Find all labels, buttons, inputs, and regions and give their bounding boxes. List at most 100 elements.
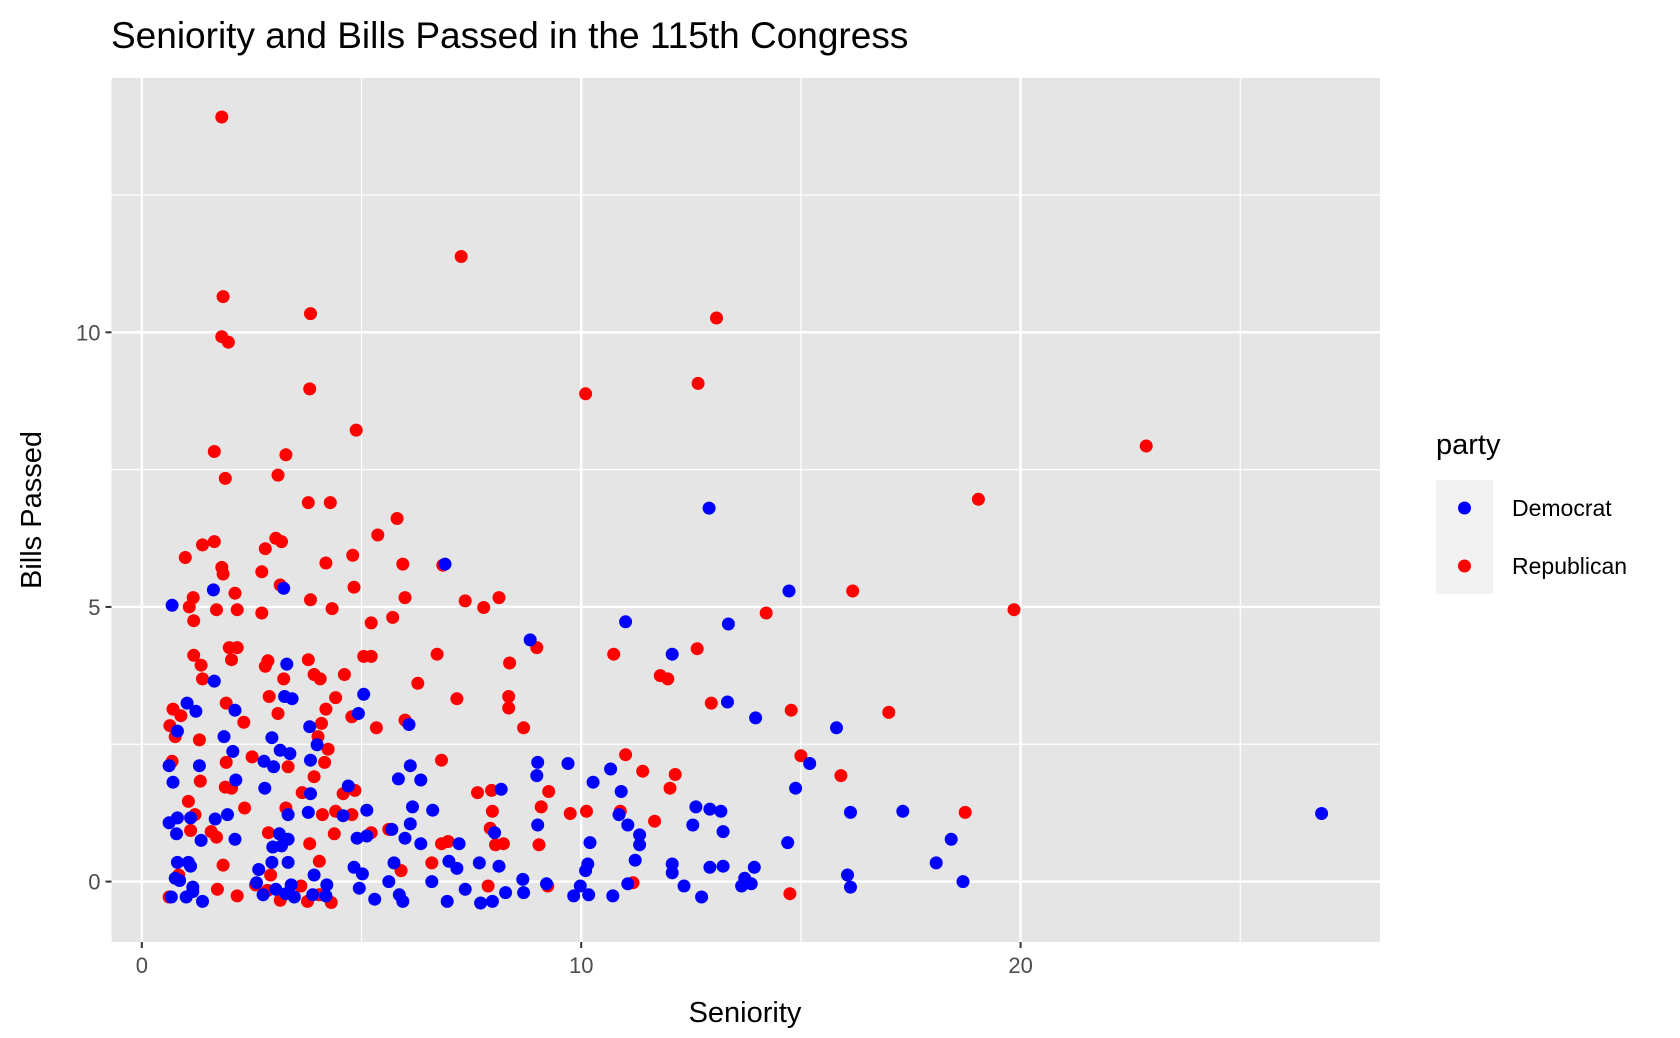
plot-panel (111, 78, 1380, 942)
point-republican (238, 801, 252, 815)
point-republican (319, 702, 333, 716)
point-democrat (403, 759, 417, 773)
x-tick-label: 0 (136, 953, 148, 978)
point-republican (313, 672, 327, 686)
point-republican (477, 601, 491, 614)
point-republican (192, 733, 206, 747)
point-democrat (689, 800, 703, 814)
point-democrat (265, 731, 279, 745)
point-republican (783, 887, 797, 901)
legend-label-republican: Republican (1512, 553, 1627, 579)
point-democrat (844, 880, 857, 894)
point-democrat (387, 856, 401, 870)
point-republican (441, 835, 455, 848)
point-democrat (269, 882, 283, 896)
point-republican (759, 606, 773, 620)
point-republican (301, 496, 315, 510)
point-republican (255, 565, 269, 579)
point-democrat (357, 687, 371, 701)
point-republican (846, 584, 860, 598)
point-democrat (494, 782, 508, 796)
point-democrat (1315, 807, 1329, 820)
point-democrat (583, 836, 597, 850)
point-democrat (184, 859, 198, 873)
point-democrat (217, 730, 231, 744)
point-republican (503, 656, 517, 670)
point-democrat (561, 757, 575, 770)
point-democrat (229, 773, 243, 787)
point-republican (668, 768, 682, 781)
point-republican (304, 307, 317, 321)
point-democrat (166, 775, 180, 789)
point-republican (225, 653, 238, 667)
point-democrat (695, 890, 709, 904)
point-democrat (382, 875, 396, 889)
point-republican (619, 748, 633, 762)
point-republican (182, 600, 196, 614)
point-republican (207, 445, 221, 458)
point-democrat (164, 890, 178, 904)
point-republican (321, 742, 335, 756)
point-democrat (579, 864, 593, 878)
point-republican (187, 614, 201, 628)
point-republican (369, 721, 383, 735)
point-republican (303, 382, 317, 396)
point-democrat (492, 859, 506, 873)
point-democrat (280, 657, 294, 671)
point-democrat (301, 805, 315, 819)
point-democrat (844, 805, 857, 819)
point-democrat (277, 581, 291, 595)
point-republican (245, 750, 259, 764)
point-republican (458, 594, 472, 608)
point-democrat (250, 876, 263, 890)
point-democrat (944, 832, 958, 846)
point-democrat (265, 855, 279, 869)
point-democrat (621, 818, 635, 832)
point-democrat (184, 811, 198, 825)
point-democrat (573, 879, 587, 893)
point-democrat (304, 787, 317, 801)
point-republican (196, 672, 209, 686)
point-republican (174, 709, 188, 723)
point-republican (454, 250, 468, 263)
point-republican (271, 468, 285, 482)
point-republican (327, 827, 341, 841)
point-republican (364, 649, 378, 663)
point-democrat (194, 833, 208, 847)
point-republican (580, 804, 593, 818)
point-democrat (391, 772, 405, 786)
point-republican (218, 780, 232, 794)
point-republican (396, 557, 410, 571)
point-democrat (267, 760, 281, 774)
point-republican (178, 551, 192, 564)
point-democrat (221, 808, 234, 822)
point-republican (532, 838, 546, 852)
point-republican (636, 764, 650, 778)
point-republican (258, 542, 272, 556)
point-democrat (721, 695, 734, 709)
point-democrat (228, 703, 242, 717)
point-democrat (747, 860, 761, 874)
point-republican (485, 783, 499, 797)
point-democrat (540, 877, 553, 891)
gridlines (111, 78, 1380, 942)
point-democrat (665, 647, 679, 661)
point-democrat (582, 888, 596, 902)
point-republican (346, 548, 360, 562)
point-republican (294, 879, 308, 893)
point-democrat (633, 828, 647, 842)
point-democrat (406, 800, 419, 814)
point-democrat (414, 773, 428, 787)
legend-key-background (1436, 480, 1493, 594)
point-democrat (604, 762, 618, 776)
point-republican (187, 648, 201, 662)
point-democrat (586, 775, 600, 789)
point-democrat (350, 831, 364, 845)
point-democrat (287, 890, 301, 904)
point-democrat (189, 704, 203, 718)
point-democrat (207, 674, 221, 688)
legend-label-democrat: Democrat (1512, 495, 1612, 521)
point-democrat (452, 837, 466, 851)
point-democrat (458, 882, 472, 896)
point-democrat (841, 868, 854, 882)
